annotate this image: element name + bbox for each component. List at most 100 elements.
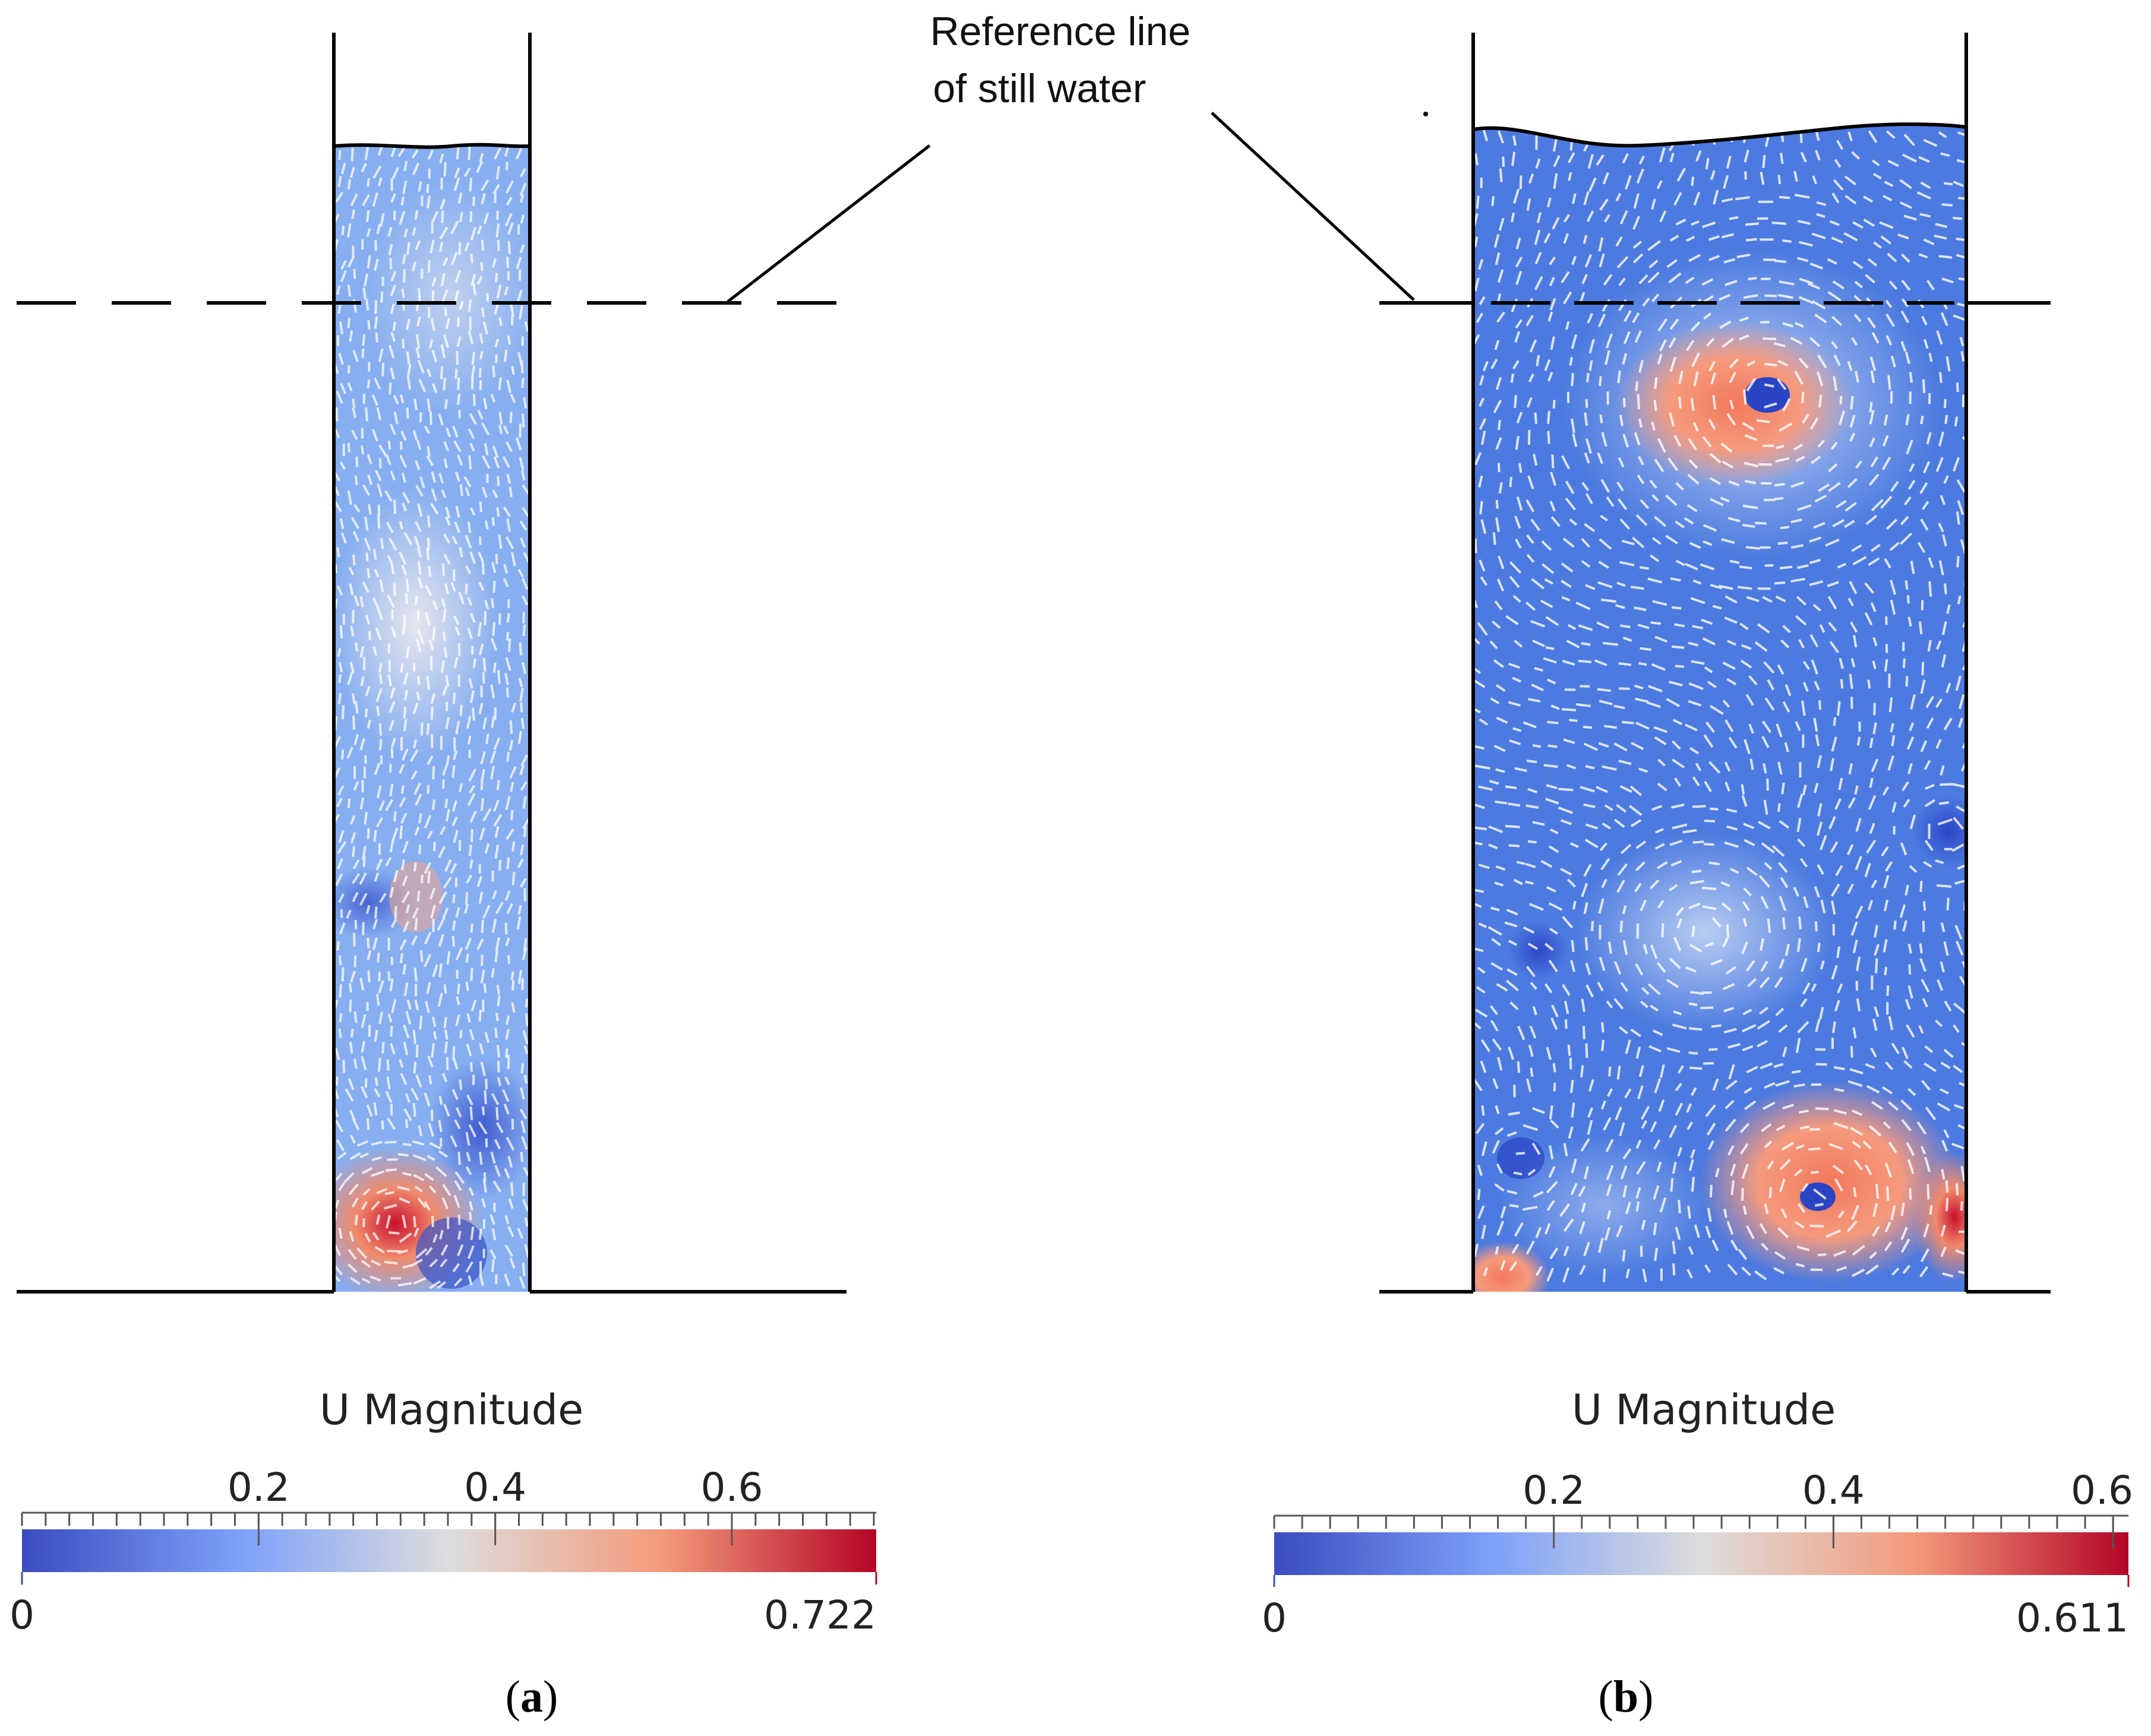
flow-arrow	[1598, 742, 1609, 748]
flow-arrow	[1758, 875, 1771, 888]
flow-arrow	[427, 755, 434, 766]
flow-arrow	[1619, 1026, 1628, 1035]
flow-arrow	[1622, 1148, 1632, 1160]
flow-arrow	[517, 568, 525, 578]
flow-arrow	[453, 615, 460, 625]
flow-arrow	[1722, 902, 1732, 912]
flow-arrow	[438, 1150, 448, 1158]
flow-arrow	[1839, 396, 1843, 404]
flow-arrow	[1622, 1185, 1628, 1198]
flow-arrow	[397, 1185, 410, 1191]
flow-arrow	[1746, 867, 1758, 877]
flow-arrow	[1723, 1027, 1737, 1034]
flow-arrow	[1741, 1163, 1749, 1180]
flow-arrow	[1958, 717, 1963, 728]
flow-arrow	[1509, 575, 1520, 589]
flow-arrow	[1761, 720, 1772, 733]
flow-arrow	[1727, 1043, 1741, 1049]
flow-arrow	[1887, 252, 1897, 263]
flow-arrow	[415, 521, 422, 532]
flow-arrow	[348, 1078, 355, 1090]
flow-arrow	[1692, 776, 1700, 787]
flow-arrow	[1641, 1120, 1647, 1129]
flow-arrow	[1722, 700, 1730, 708]
colorbar-b-bar	[1274, 1532, 2128, 1575]
flow-arrow	[1749, 758, 1754, 770]
flow-arrow	[1598, 128, 1604, 143]
flow-arrow	[1656, 1161, 1662, 1172]
flow-arrow	[1613, 818, 1625, 829]
flow-arrow	[511, 1002, 516, 1013]
flow-arrow	[1754, 521, 1767, 525]
flow-arrow	[1820, 899, 1826, 913]
flow-arrow	[1601, 1039, 1604, 1051]
flow-arrow	[334, 767, 341, 779]
flow-arrow	[1796, 564, 1809, 569]
flow-arrow	[1920, 679, 1926, 694]
flow-arrow	[444, 583, 450, 595]
flow-arrow	[1549, 1105, 1553, 1120]
flow-arrow	[490, 766, 495, 780]
flow-arrow	[350, 193, 358, 207]
flow-arrow	[520, 754, 528, 767]
flow-arrow	[1601, 1022, 1604, 1033]
flow-arrow	[454, 1171, 465, 1184]
flow-arrow	[335, 191, 344, 203]
flow-arrow	[506, 518, 511, 532]
flow-arrow	[1956, 556, 1960, 568]
flow-arrow	[492, 662, 497, 673]
flow-arrow	[1721, 233, 1735, 239]
flow-arrow	[411, 149, 419, 159]
flow-arrow	[1534, 276, 1543, 290]
flow-arrow	[1691, 925, 1695, 937]
flow-arrow	[1514, 639, 1523, 648]
flow-arrow	[478, 368, 482, 378]
flow-arrow	[1818, 394, 1822, 408]
flow-arrow	[378, 177, 383, 186]
flow-arrow	[1481, 431, 1486, 445]
flow-arrow	[1720, 497, 1730, 502]
flow-arrow	[1778, 1024, 1788, 1033]
flow-arrow	[1495, 1105, 1500, 1115]
flow-arrow	[1690, 597, 1705, 605]
flow-arrow	[385, 799, 393, 811]
flow-arrow	[388, 344, 395, 359]
flow-arrow	[403, 1024, 410, 1039]
flow-arrow	[1850, 1127, 1863, 1136]
flow-arrow	[1871, 880, 1878, 888]
flow-arrow	[1884, 1241, 1893, 1251]
flow-arrow	[1741, 1024, 1757, 1033]
flow-arrow	[399, 454, 408, 469]
flow-arrow	[1814, 681, 1821, 691]
flow-arrow	[468, 330, 474, 344]
flow-arrow	[1525, 862, 1536, 868]
flow-arrow	[472, 283, 476, 296]
flow-arrow	[443, 257, 448, 267]
flow-arrow	[493, 814, 503, 827]
flow-arrow	[1565, 480, 1575, 495]
flow-arrow	[400, 859, 405, 871]
flow-arrow	[339, 518, 345, 530]
flow-arrow	[361, 348, 365, 358]
flow-arrow	[363, 273, 369, 287]
flow-arrow	[1921, 315, 1928, 325]
flow-arrow	[1688, 1246, 1694, 1256]
flow-arrow	[1616, 804, 1627, 813]
flow-arrow	[1638, 767, 1648, 773]
flow-arrow	[1897, 233, 1909, 240]
flow-arrow	[1886, 985, 1890, 996]
flow-arrow	[1669, 839, 1683, 846]
flow-arrow	[1795, 721, 1801, 731]
flow-arrow	[403, 268, 406, 283]
flow-arrow	[1601, 432, 1607, 447]
flow-arrow	[1708, 761, 1721, 774]
flow-arrow	[1675, 665, 1685, 668]
flow-arrow	[1941, 621, 1947, 635]
flow-arrow	[1525, 880, 1534, 885]
flow-arrow	[1584, 937, 1588, 951]
flow-arrow	[429, 887, 436, 900]
flow-arrow	[352, 846, 355, 858]
flow-arrow	[506, 751, 510, 762]
flow-arrow	[1832, 1021, 1836, 1033]
flow-arrow	[481, 798, 484, 811]
